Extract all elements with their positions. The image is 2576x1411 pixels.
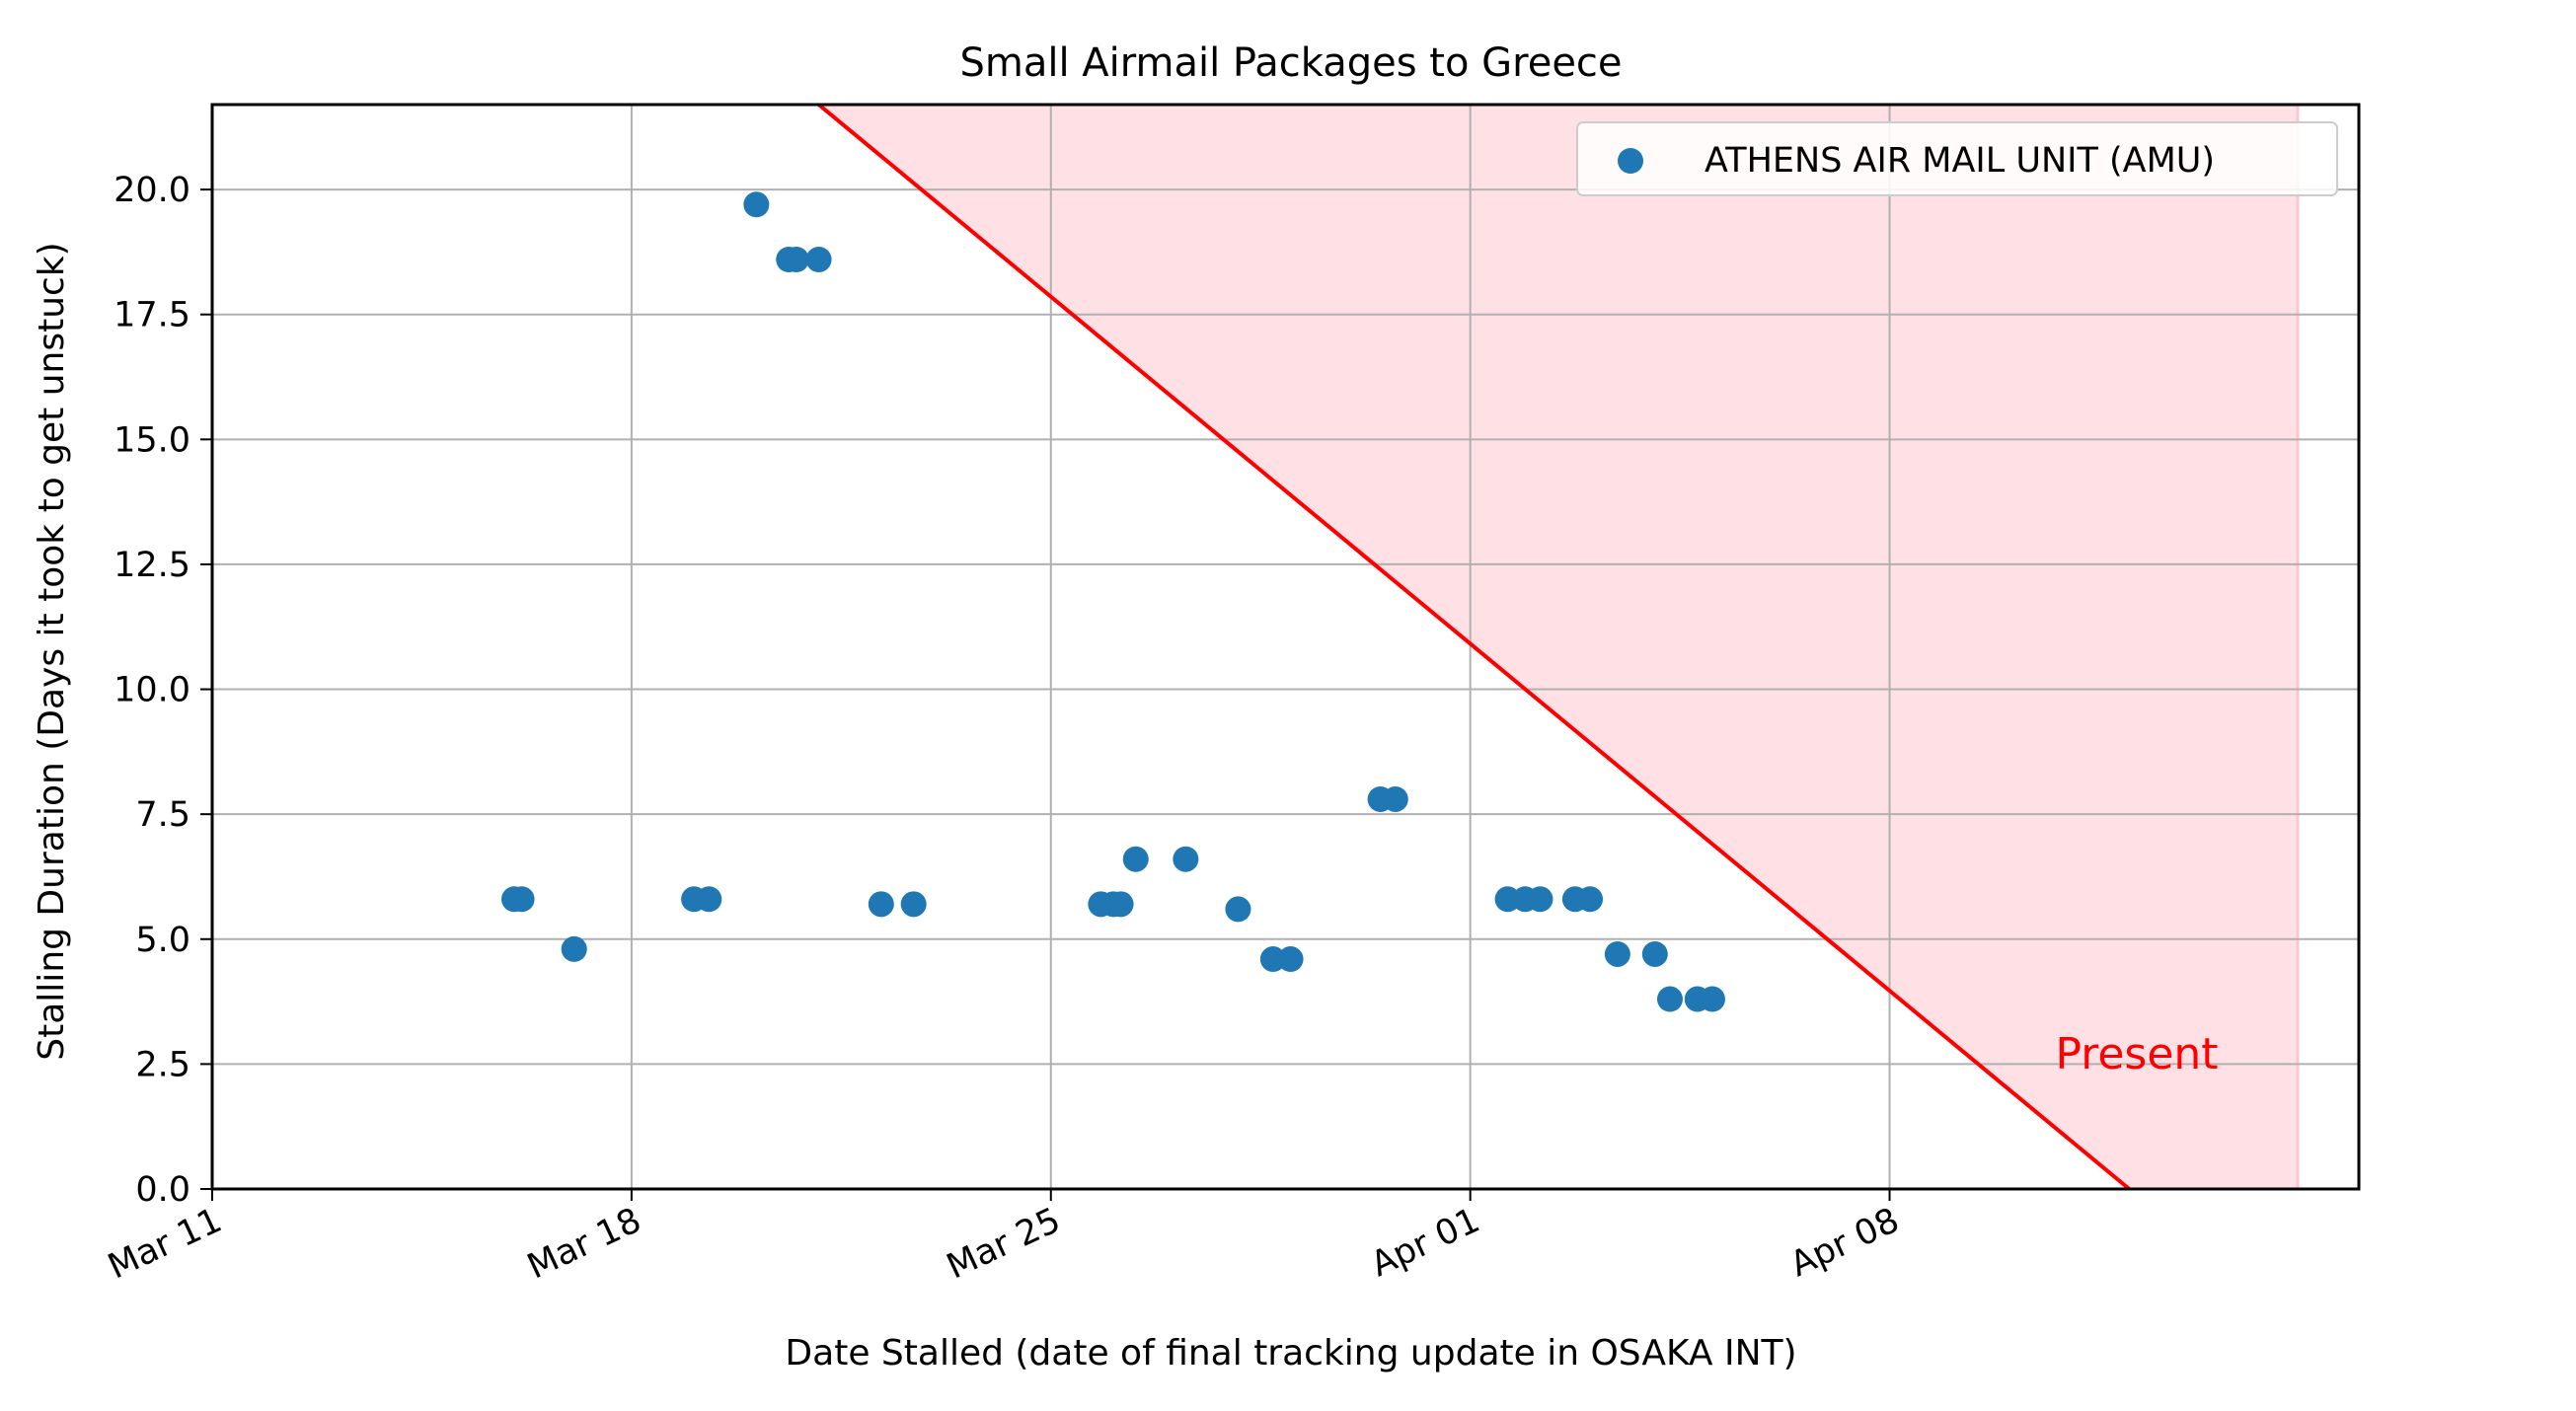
data-point [868, 891, 894, 918]
data-point [1382, 785, 1408, 812]
data-point [1641, 940, 1668, 967]
present-label: Present [2055, 1029, 2218, 1079]
y-tick-label: 2.5 [135, 1045, 190, 1084]
legend-box [1576, 121, 2338, 196]
data-point [1527, 886, 1553, 913]
y-axis-label: Stalling Duration (Days it took to get u… [32, 242, 72, 1060]
data-point [900, 891, 927, 918]
data-point [1225, 896, 1251, 923]
y-tick-label: 17.5 [114, 296, 190, 335]
data-point [1122, 846, 1149, 872]
x-axis-label: Date Stalled (date of final tracking upd… [785, 1333, 1796, 1374]
y-tick-label: 10.0 [114, 671, 190, 710]
data-point [783, 247, 809, 272]
data-point [805, 247, 832, 272]
data-point [743, 191, 770, 218]
legend-marker [1618, 148, 1643, 174]
present-shaded-region [818, 105, 2298, 1189]
y-tick-label: 12.5 [114, 546, 190, 585]
data-point [1699, 986, 1725, 1012]
y-tick-label: 5.0 [135, 921, 190, 960]
y-tick-label: 20.0 [114, 171, 190, 210]
y-tick-label: 15.0 [114, 420, 190, 460]
data-point [1656, 986, 1683, 1012]
data-point [1173, 846, 1199, 872]
data-point [1577, 886, 1604, 913]
y-tick-label: 7.5 [135, 795, 190, 835]
present-line [817, 103, 2131, 1191]
y-tick-label: 0.0 [135, 1170, 190, 1210]
data-point [1604, 940, 1630, 967]
chart-title: Small Airmail Packages to Greece [959, 40, 1622, 86]
data-point [508, 886, 535, 913]
plot-frame [210, 103, 2361, 1191]
legend-label: ATHENS AIR MAIL UNIT (AMU) [1705, 141, 2215, 181]
data-point [696, 886, 722, 913]
data-point [1277, 946, 1304, 973]
data-point [1107, 891, 1134, 918]
data-point [561, 935, 587, 962]
